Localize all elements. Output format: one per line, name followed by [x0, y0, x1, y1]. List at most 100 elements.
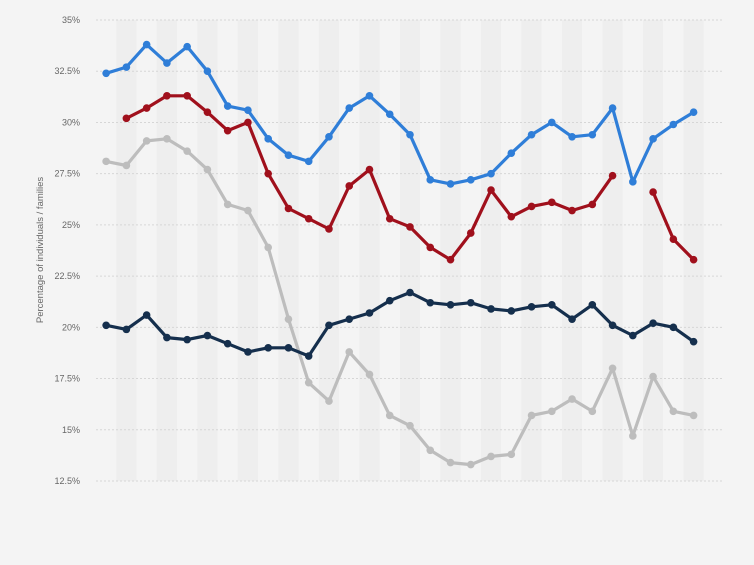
data-point[interactable] — [345, 182, 354, 190]
data-point[interactable] — [284, 344, 293, 352]
data-point[interactable] — [203, 67, 212, 76]
data-point[interactable] — [487, 452, 495, 461]
data-point[interactable] — [244, 106, 252, 114]
data-point[interactable] — [142, 137, 151, 145]
data-point[interactable] — [244, 118, 252, 127]
data-point[interactable] — [426, 176, 435, 184]
data-point[interactable] — [345, 348, 354, 356]
data-point[interactable] — [365, 165, 374, 174]
data-point[interactable] — [365, 92, 374, 100]
data-point[interactable] — [163, 92, 171, 100]
data-point[interactable] — [365, 370, 374, 379]
data-point[interactable] — [527, 411, 536, 420]
data-point[interactable] — [527, 202, 536, 211]
data-point[interactable] — [466, 229, 475, 237]
data-point[interactable] — [487, 305, 495, 313]
data-point[interactable] — [649, 188, 657, 196]
data-point[interactable] — [284, 315, 293, 323]
data-point[interactable] — [426, 243, 435, 252]
data-point[interactable] — [345, 315, 354, 323]
data-point[interactable] — [304, 214, 313, 223]
data-point[interactable] — [588, 130, 597, 139]
data-point[interactable] — [223, 200, 232, 209]
data-point[interactable] — [142, 40, 151, 49]
data-point[interactable] — [669, 235, 678, 244]
data-point[interactable] — [426, 446, 435, 455]
data-point[interactable] — [406, 421, 414, 430]
data-point[interactable] — [507, 307, 516, 315]
data-point[interactable] — [446, 458, 455, 467]
data-point[interactable] — [466, 460, 475, 469]
data-point[interactable] — [669, 120, 678, 129]
data-point[interactable] — [588, 200, 597, 209]
data-point[interactable] — [446, 255, 455, 264]
data-point[interactable] — [325, 225, 333, 233]
data-point[interactable] — [588, 300, 597, 309]
data-point[interactable] — [487, 169, 495, 178]
data-point[interactable] — [466, 298, 475, 307]
data-point[interactable] — [568, 206, 576, 215]
data-point[interactable] — [102, 69, 110, 78]
data-point[interactable] — [649, 372, 657, 381]
data-point[interactable] — [223, 102, 232, 110]
data-point[interactable] — [122, 63, 131, 71]
data-point[interactable] — [548, 407, 556, 416]
data-point[interactable] — [466, 176, 475, 184]
data-point[interactable] — [183, 335, 191, 344]
data-point[interactable] — [406, 130, 414, 139]
data-point[interactable] — [446, 180, 455, 188]
data-point[interactable] — [264, 344, 272, 352]
data-point[interactable] — [122, 325, 131, 334]
data-point[interactable] — [304, 157, 313, 166]
data-point[interactable] — [385, 411, 394, 420]
data-point[interactable] — [284, 151, 293, 160]
data-point[interactable] — [264, 169, 272, 178]
data-point[interactable] — [304, 352, 313, 360]
data-point[interactable] — [406, 223, 414, 231]
data-point[interactable] — [406, 288, 414, 297]
data-point[interactable] — [244, 348, 252, 356]
data-point[interactable] — [568, 395, 576, 403]
data-point[interactable] — [548, 118, 556, 127]
data-point[interactable] — [629, 331, 637, 340]
data-point[interactable] — [203, 165, 212, 174]
data-point[interactable] — [365, 309, 374, 317]
data-point[interactable] — [264, 135, 272, 143]
data-point[interactable] — [568, 315, 576, 323]
data-point[interactable] — [122, 161, 131, 170]
data-point[interactable] — [487, 186, 495, 194]
data-point[interactable] — [629, 178, 637, 186]
data-point[interactable] — [507, 450, 516, 459]
data-point[interactable] — [385, 296, 394, 305]
data-point[interactable] — [163, 59, 171, 67]
data-point[interactable] — [142, 311, 151, 319]
data-point[interactable] — [345, 104, 354, 112]
data-point[interactable] — [608, 171, 617, 180]
data-point[interactable] — [163, 333, 171, 342]
data-point[interactable] — [325, 397, 333, 405]
data-point[interactable] — [223, 126, 232, 135]
data-point[interactable] — [102, 321, 110, 330]
data-point[interactable] — [203, 108, 212, 116]
data-point[interactable] — [649, 319, 657, 328]
data-point[interactable] — [548, 198, 556, 207]
data-point[interactable] — [669, 407, 678, 416]
data-point[interactable] — [568, 132, 576, 141]
data-point[interactable] — [689, 255, 698, 264]
data-point[interactable] — [325, 321, 333, 330]
data-point[interactable] — [102, 157, 110, 166]
data-point[interactable] — [183, 92, 191, 100]
data-point[interactable] — [689, 108, 698, 116]
data-point[interactable] — [608, 321, 617, 330]
data-point[interactable] — [548, 300, 556, 309]
data-point[interactable] — [446, 300, 455, 309]
data-point[interactable] — [426, 298, 435, 307]
data-point[interactable] — [183, 147, 191, 155]
data-point[interactable] — [284, 204, 293, 213]
data-point[interactable] — [507, 149, 516, 157]
data-point[interactable] — [527, 130, 536, 139]
data-point[interactable] — [142, 104, 151, 112]
data-point[interactable] — [325, 132, 333, 141]
data-point[interactable] — [122, 114, 131, 123]
data-point[interactable] — [507, 212, 516, 221]
